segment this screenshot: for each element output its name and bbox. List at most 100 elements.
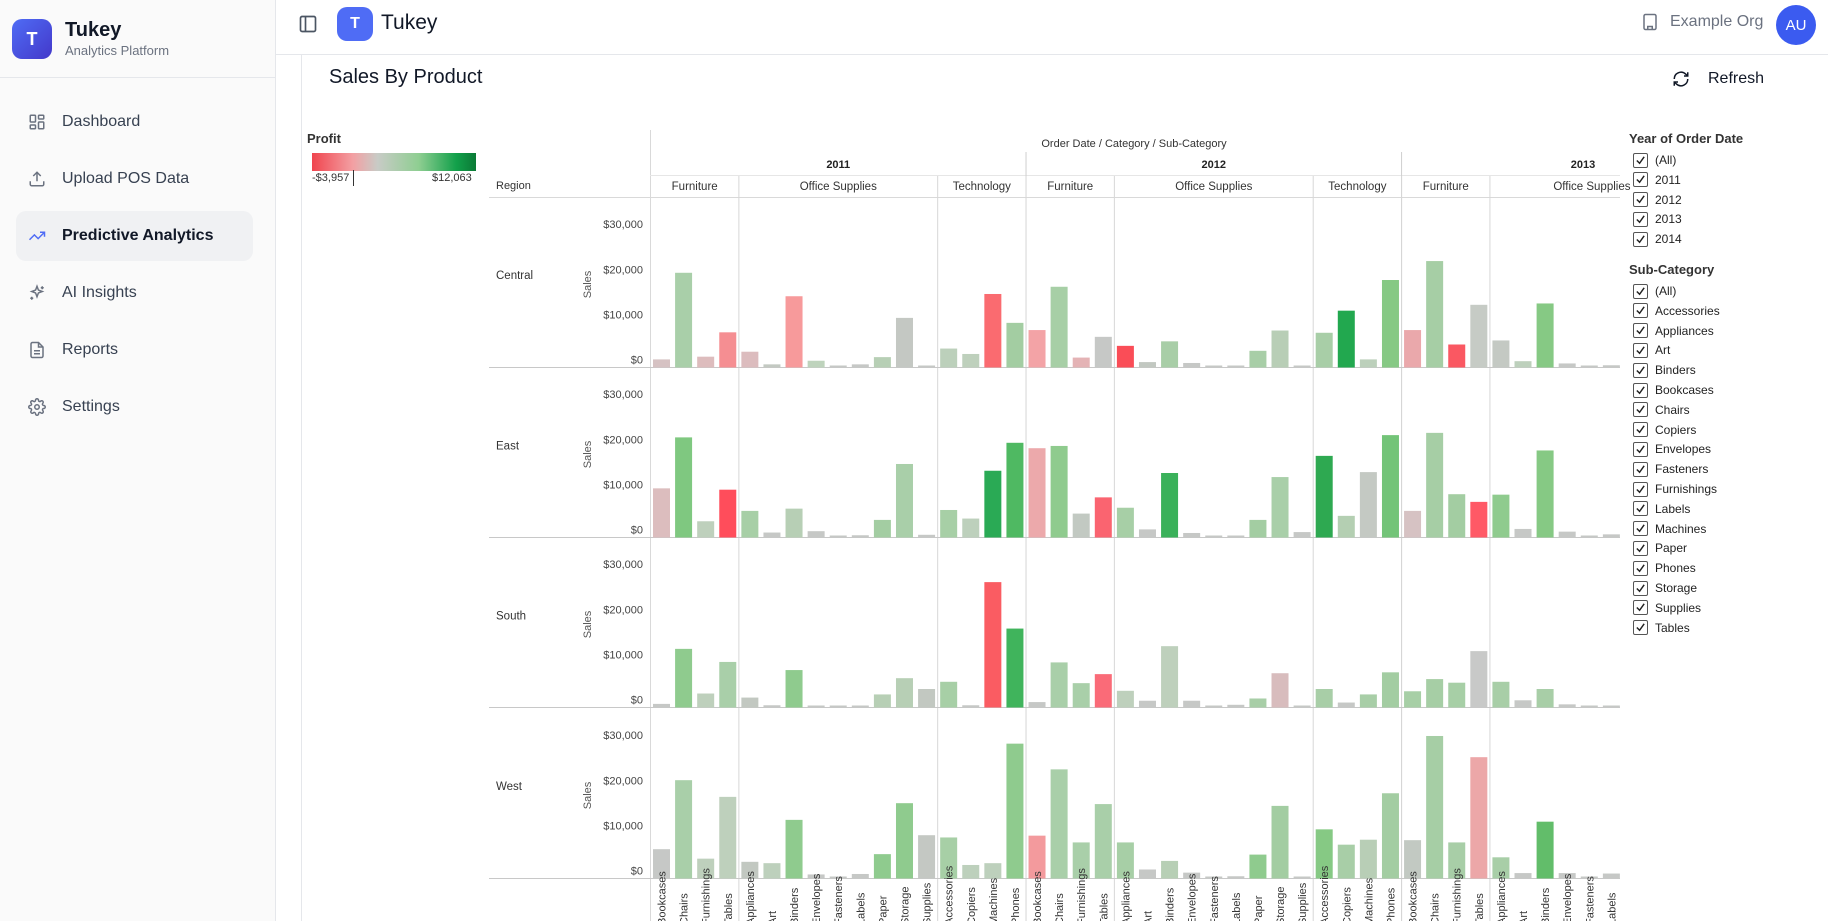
brand-subtitle: Analytics Platform [65,43,170,58]
checkbox-checked-icon[interactable] [1633,211,1648,227]
filter-option-label: Labels [1655,501,1691,516]
sidebar-nav: Dashboard Upload POS Data Predictive Ana… [16,97,253,439]
filter-option-label: Binders [1655,363,1696,378]
checkbox-checked-icon[interactable] [1633,501,1648,517]
header-logo: T [337,7,373,41]
checkbox-checked-icon[interactable] [1633,283,1648,299]
sidebar-item-dashboard[interactable]: Dashboard [16,97,253,147]
sidebar-item-label: Reports [62,341,119,358]
top-header: T Tukey Example Org AU [276,0,1828,55]
upload-icon [29,171,45,187]
filter-option-label: Machines [1655,521,1707,536]
checkbox-checked-icon[interactable] [1633,342,1648,358]
year-filter-title: Year of Order Date [1629,131,1744,146]
subcategory-filter-option[interactable]: Labels [1633,500,1690,518]
checkbox-checked-icon[interactable] [1633,382,1648,398]
trending-up-icon [28,231,46,241]
subcategory-filter-option[interactable]: Paper [1633,539,1687,557]
refresh-button[interactable]: Refresh [1672,70,1764,88]
checkbox-checked-icon[interactable] [1633,402,1648,418]
checkbox-checked-icon[interactable] [1633,303,1648,319]
sidebar-toggle-icon[interactable] [298,14,318,34]
sidebar-divider [0,77,276,78]
filter-option-label: (All) [1655,153,1677,167]
sidebar: T Tukey Analytics Platform Dashboard Upl… [0,0,276,921]
subcategory-filter-option[interactable]: Storage [1633,579,1697,597]
brand-logo: T [12,19,52,59]
filter-option-label: 2013 [1655,212,1682,227]
page-title: Sales By Product [329,66,483,88]
filter-option-label: Paper [1655,541,1688,556]
filter-option-label: Tables [1655,620,1690,635]
checkbox-checked-icon[interactable] [1633,540,1648,556]
filter-option-label: Appliances [1655,323,1714,338]
filter-option-label: 2014 [1655,232,1682,247]
sidebar-item-label: Upload POS Data [62,170,190,187]
sidebar-item-label: Settings [62,398,120,415]
checkbox-checked-icon[interactable] [1633,362,1648,378]
checkbox-checked-icon[interactable] [1633,231,1648,247]
filter-option-label: 2012 [1655,192,1682,207]
subcategory-filter-title: Sub-Category [1629,262,1715,277]
subcategory-filter-option[interactable]: Fasteners [1633,460,1708,478]
filter-option-label: Supplies [1655,600,1702,615]
profit-scale-marker [353,170,354,186]
sidebar-item-label: Predictive Analytics [62,227,214,244]
sidebar-item-settings[interactable]: Settings [16,382,253,432]
subcategory-filter-option[interactable]: Machines [1633,520,1706,538]
subcategory-filter-option[interactable]: Copiers [1633,421,1696,439]
year-filter-option[interactable]: 2012 [1633,191,1682,209]
year-filter-option[interactable]: 2014 [1633,230,1682,248]
subcategory-filter-option[interactable]: Furnishings [1633,480,1717,498]
org-name: Example Org [1670,13,1764,30]
dashboard-icon [29,114,45,130]
subcategory-filter-option[interactable]: Envelopes [1633,440,1711,458]
subcategory-filter-option[interactable]: Chairs [1633,401,1690,419]
checkbox-checked-icon[interactable] [1633,422,1648,438]
checkbox-checked-icon[interactable] [1633,600,1648,616]
profit-scale-min: -$3,957 [312,172,350,184]
filter-option-label: Phones [1655,561,1696,576]
org-switcher[interactable]: Example Org [1641,13,1763,31]
checkbox-checked-icon[interactable] [1633,521,1648,537]
sidebar-item-label: AI Insights [62,284,137,301]
checkbox-checked-icon[interactable] [1633,481,1648,497]
main-content [301,55,1828,921]
subcategory-filter-option[interactable]: (All) [1633,282,1676,300]
subcategory-filter-option[interactable]: Accessories [1633,302,1720,320]
subcategory-filter-option[interactable]: Bookcases [1633,381,1714,399]
checkbox-checked-icon[interactable] [1633,192,1648,208]
subcategory-filter-option[interactable]: Tables [1633,619,1690,637]
sidebar-item-label: Dashboard [62,113,141,130]
profit-color-scale [312,153,476,171]
filter-option-label: (All) [1655,284,1677,298]
profit-legend-title: Profit [307,131,341,146]
checkbox-checked-icon[interactable] [1633,461,1648,477]
avatar[interactable]: AU [1776,5,1816,45]
sidebar-item-upload-pos-data[interactable]: Upload POS Data [16,154,253,204]
checkbox-checked-icon[interactable] [1633,580,1648,596]
year-filter-option[interactable]: (All) [1633,151,1676,169]
subcategory-filter-option[interactable]: Supplies [1633,599,1701,617]
checkbox-checked-icon[interactable] [1633,560,1648,576]
brand-text: Tukey Analytics Platform [65,18,169,60]
subcategory-filter-option[interactable]: Art [1633,341,1670,359]
subcategory-filter-option[interactable]: Appliances [1633,322,1714,340]
sidebar-item-ai-insights[interactable]: AI Insights [16,268,253,318]
brand[interactable]: T Tukey Analytics Platform [12,14,169,64]
year-filter-option[interactable]: 2013 [1633,210,1682,228]
checkbox-checked-icon[interactable] [1633,620,1648,636]
checkbox-checked-icon[interactable] [1633,441,1648,457]
file-text-icon [30,341,44,359]
sidebar-item-predictive-analytics[interactable]: Predictive Analytics [16,211,253,261]
sidebar-item-reports[interactable]: Reports [16,325,253,375]
year-filter-option[interactable]: 2011 [1633,171,1681,189]
filter-option-label: Bookcases [1655,383,1714,397]
filter-option-label: Accessories [1655,303,1720,318]
checkbox-checked-icon[interactable] [1633,323,1648,339]
sparkles-icon [29,284,45,300]
checkbox-checked-icon[interactable] [1633,152,1648,168]
checkbox-checked-icon[interactable] [1633,172,1648,188]
subcategory-filter-option[interactable]: Phones [1633,559,1696,577]
subcategory-filter-option[interactable]: Binders [1633,361,1696,379]
